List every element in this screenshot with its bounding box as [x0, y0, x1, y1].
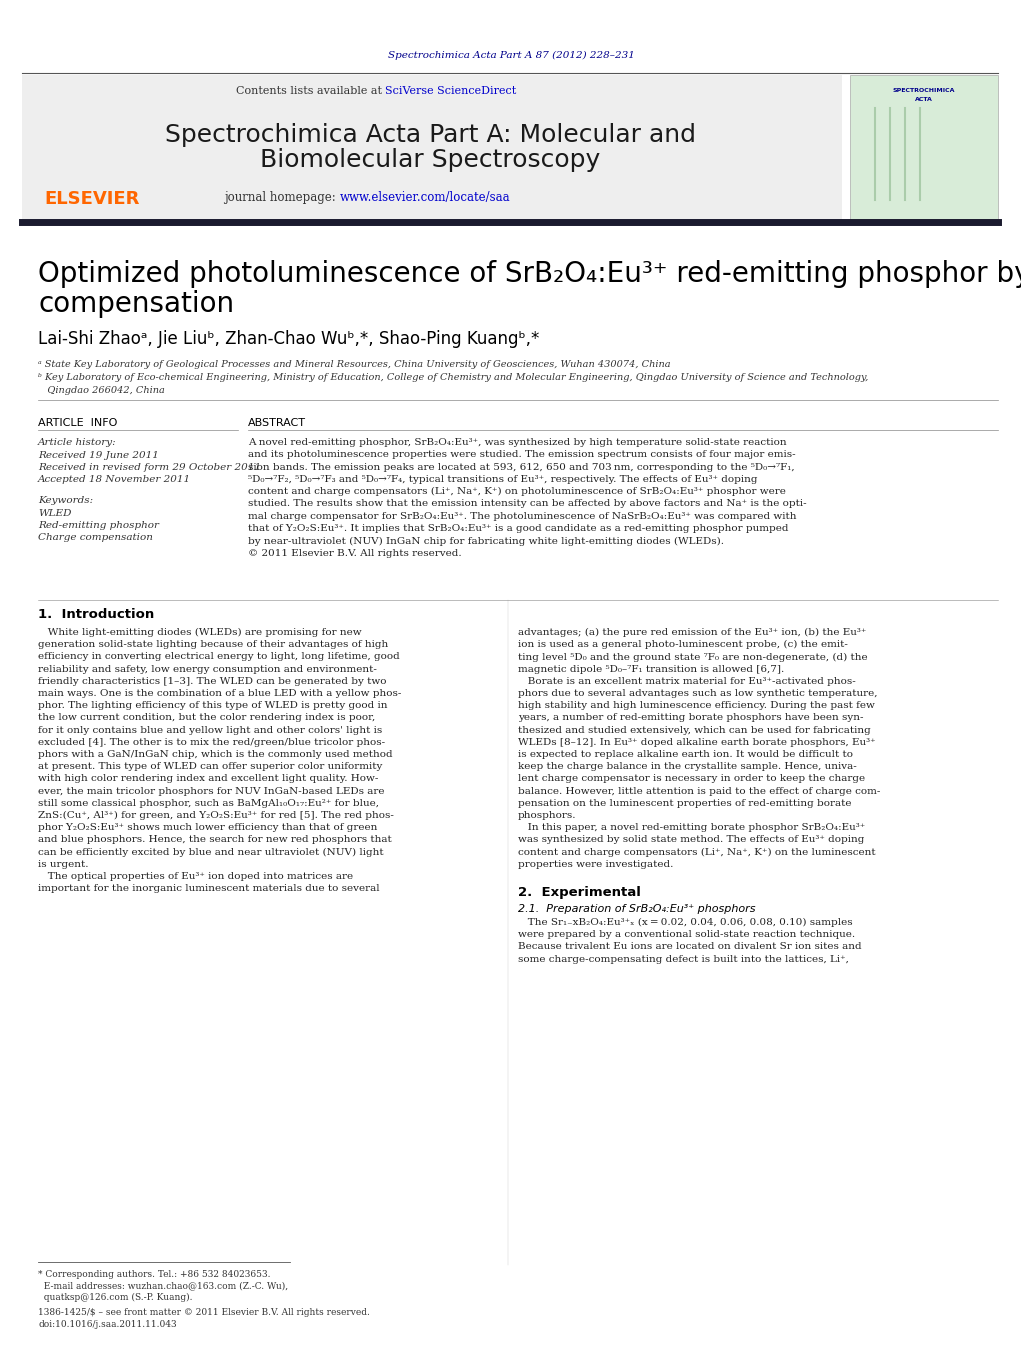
Text: that of Y₂O₂S:Eu³⁺. It implies that SrB₂O₄:Eu³⁺ is a good candidate as a red-emi: that of Y₂O₂S:Eu³⁺. It implies that SrB₂…: [248, 524, 788, 534]
Text: SciVerse ScienceDirect: SciVerse ScienceDirect: [385, 86, 517, 96]
Text: efficiency in converting electrical energy to light, long lifetime, good: efficiency in converting electrical ener…: [38, 653, 400, 662]
Text: and its photoluminescence properties were studied. The emission spectrum consist: and its photoluminescence properties wer…: [248, 450, 795, 459]
Text: ABSTRACT: ABSTRACT: [248, 417, 306, 428]
Text: pensation on the luminescent properties of red-emitting borate: pensation on the luminescent properties …: [518, 798, 852, 808]
Text: were prepared by a conventional solid-state reaction technique.: were prepared by a conventional solid-st…: [518, 931, 856, 939]
Text: excluded [4]. The other is to mix the red/green/blue tricolor phos-: excluded [4]. The other is to mix the re…: [38, 738, 385, 747]
Text: keep the charge balance in the crystallite sample. Hence, univa-: keep the charge balance in the crystalli…: [518, 762, 857, 771]
Text: ᵃ State Key Laboratory of Geological Processes and Mineral Resources, China Univ: ᵃ State Key Laboratory of Geological Pro…: [38, 359, 671, 369]
Text: ⁵D₀→⁷F₂, ⁵D₀→⁷F₃ and ⁵D₀→⁷F₄, typical transitions of Eu³⁺, respectively. The eff: ⁵D₀→⁷F₂, ⁵D₀→⁷F₃ and ⁵D₀→⁷F₄, typical tr…: [248, 476, 758, 484]
Text: content and charge compensators (Li⁺, Na⁺, K⁺) on the luminescent: content and charge compensators (Li⁺, Na…: [518, 847, 876, 857]
Text: sion bands. The emission peaks are located at 593, 612, 650 and 703 nm, correspo: sion bands. The emission peaks are locat…: [248, 462, 794, 471]
Text: Red-emitting phosphor: Red-emitting phosphor: [38, 521, 159, 530]
Text: WLED: WLED: [38, 509, 71, 517]
Text: is urgent.: is urgent.: [38, 859, 89, 869]
Text: quatksp@126.com (S.-P. Kuang).: quatksp@126.com (S.-P. Kuang).: [38, 1293, 193, 1302]
Text: White light-emitting diodes (WLEDs) are promising for new: White light-emitting diodes (WLEDs) are …: [38, 628, 361, 638]
Text: 2.1.  Preparation of SrB₂O₄:Eu³⁺ phosphors: 2.1. Preparation of SrB₂O₄:Eu³⁺ phosphor…: [518, 904, 756, 915]
Text: ion is used as a general photo-luminescent probe, (c) the emit-: ion is used as a general photo-luminesce…: [518, 640, 847, 650]
Text: main ways. One is the combination of a blue LED with a yellow phos-: main ways. One is the combination of a b…: [38, 689, 401, 698]
Text: Contents lists available at: Contents lists available at: [236, 86, 385, 96]
Text: Accepted 18 November 2011: Accepted 18 November 2011: [38, 476, 191, 484]
Text: The optical properties of Eu³⁺ ion doped into matrices are: The optical properties of Eu³⁺ ion doped…: [38, 871, 353, 881]
Text: years, a number of red-emitting borate phosphors have been syn-: years, a number of red-emitting borate p…: [518, 713, 864, 723]
Text: 1386-1425/$ – see front matter © 2011 Elsevier B.V. All rights reserved.: 1386-1425/$ – see front matter © 2011 El…: [38, 1308, 370, 1317]
Text: lent charge compensator is necessary in order to keep the charge: lent charge compensator is necessary in …: [518, 774, 865, 784]
Text: important for the inorganic luminescent materials due to several: important for the inorganic luminescent …: [38, 884, 380, 893]
Text: magnetic dipole ⁵D₀–⁷F₁ transition is allowed [6,7].: magnetic dipole ⁵D₀–⁷F₁ transition is al…: [518, 665, 784, 674]
Text: Charge compensation: Charge compensation: [38, 534, 153, 542]
Text: Spectrochimica Acta Part A 87 (2012) 228–231: Spectrochimica Acta Part A 87 (2012) 228…: [388, 50, 634, 59]
Text: ACTA: ACTA: [915, 97, 933, 101]
Text: for it only contains blue and yellow light and other colors' light is: for it only contains blue and yellow lig…: [38, 725, 382, 735]
Bar: [850, 76, 998, 220]
Text: In this paper, a novel red-emitting borate phosphor SrB₂O₄:Eu³⁺: In this paper, a novel red-emitting bora…: [518, 823, 865, 832]
Text: Keywords:: Keywords:: [38, 496, 93, 505]
Text: Article history:: Article history:: [38, 438, 116, 447]
Text: balance. However, little attention is paid to the effect of charge com-: balance. However, little attention is pa…: [518, 786, 880, 796]
Text: still some classical phosphor, such as BaMgAl₁₀O₁₇:Eu²⁺ for blue,: still some classical phosphor, such as B…: [38, 798, 379, 808]
Text: can be efficiently excited by blue and near ultraviolet (NUV) light: can be efficiently excited by blue and n…: [38, 847, 384, 857]
Text: ARTICLE  INFO: ARTICLE INFO: [38, 417, 117, 428]
Text: reliability and safety, low energy consumption and environment-: reliability and safety, low energy consu…: [38, 665, 377, 674]
Text: Because trivalent Eu ions are located on divalent Sr ion sites and: Because trivalent Eu ions are located on…: [518, 943, 862, 951]
Text: compensation: compensation: [38, 290, 234, 317]
Text: The Sr₁₋xB₂O₄:Eu³⁺ₓ (x = 0.02, 0.04, 0.06, 0.08, 0.10) samples: The Sr₁₋xB₂O₄:Eu³⁺ₓ (x = 0.02, 0.04, 0.0…: [518, 917, 853, 927]
Bar: [22, 76, 842, 220]
Text: ᵇ Key Laboratory of Eco-chemical Engineering, Ministry of Education, College of : ᵇ Key Laboratory of Eco-chemical Enginee…: [38, 373, 869, 382]
Text: E-mail addresses: wuzhan.chao@163.com (Z.-C. Wu),: E-mail addresses: wuzhan.chao@163.com (Z…: [38, 1282, 288, 1290]
Text: high stability and high luminescence efficiency. During the past few: high stability and high luminescence eff…: [518, 701, 875, 711]
Text: and blue phosphors. Hence, the search for new red phosphors that: and blue phosphors. Hence, the search fo…: [38, 835, 392, 844]
Text: advantages; (a) the pure red emission of the Eu³⁺ ion, (b) the Eu³⁺: advantages; (a) the pure red emission of…: [518, 628, 867, 638]
Text: friendly characteristics [1–3]. The WLED can be generated by two: friendly characteristics [1–3]. The WLED…: [38, 677, 387, 686]
Text: ZnS:(Cu⁺, Al³⁺) for green, and Y₂O₂S:Eu³⁺ for red [5]. The red phos-: ZnS:(Cu⁺, Al³⁺) for green, and Y₂O₂S:Eu³…: [38, 811, 394, 820]
Text: mal charge compensator for SrB₂O₄:Eu³⁺. The photoluminescence of NaSrB₂O₄:Eu³⁺ w: mal charge compensator for SrB₂O₄:Eu³⁺. …: [248, 512, 796, 520]
Text: Received 19 June 2011: Received 19 June 2011: [38, 451, 159, 459]
Text: SPECTROCHIMICA: SPECTROCHIMICA: [892, 88, 956, 93]
Text: phor. The lighting efficiency of this type of WLED is pretty good in: phor. The lighting efficiency of this ty…: [38, 701, 388, 711]
Text: phors due to several advantages such as low synthetic temperature,: phors due to several advantages such as …: [518, 689, 877, 698]
Text: A novel red-emitting phosphor, SrB₂O₄:Eu³⁺, was synthesized by high temperature : A novel red-emitting phosphor, SrB₂O₄:Eu…: [248, 438, 786, 447]
Text: journal homepage:: journal homepage:: [225, 190, 340, 204]
Text: Borate is an excellent matrix material for Eu³⁺-activated phos-: Borate is an excellent matrix material f…: [518, 677, 856, 686]
Text: Lai-Shi Zhaoᵃ, Jie Liuᵇ, Zhan-Chao Wuᵇ,*, Shao-Ping Kuangᵇ,*: Lai-Shi Zhaoᵃ, Jie Liuᵇ, Zhan-Chao Wuᵇ,*…: [38, 330, 539, 349]
Text: was synthesized by solid state method. The effects of Eu³⁺ doping: was synthesized by solid state method. T…: [518, 835, 865, 844]
Text: Spectrochimica Acta Part A: Molecular and: Spectrochimica Acta Part A: Molecular an…: [164, 123, 695, 147]
Text: is expected to replace alkaline earth ion. It would be difficult to: is expected to replace alkaline earth io…: [518, 750, 853, 759]
Text: ting level ⁵D₀ and the ground state ⁷F₀ are non-degenerate, (d) the: ting level ⁵D₀ and the ground state ⁷F₀ …: [518, 653, 868, 662]
Text: WLEDs [8–12]. In Eu³⁺ doped alkaline earth borate phosphors, Eu³⁺: WLEDs [8–12]. In Eu³⁺ doped alkaline ear…: [518, 738, 876, 747]
Text: 2.  Experimental: 2. Experimental: [518, 886, 641, 898]
Text: studied. The results show that the emission intensity can be affected by above f: studied. The results show that the emiss…: [248, 500, 807, 508]
Text: the low current condition, but the color rendering index is poor,: the low current condition, but the color…: [38, 713, 376, 723]
Text: with high color rendering index and excellent light quality. How-: with high color rendering index and exce…: [38, 774, 379, 784]
Text: Biomolecular Spectroscopy: Biomolecular Spectroscopy: [260, 149, 600, 172]
Text: www.elsevier.com/locate/saa: www.elsevier.com/locate/saa: [340, 190, 510, 204]
Text: thesized and studied extensively, which can be used for fabricating: thesized and studied extensively, which …: [518, 725, 871, 735]
Text: * Corresponding authors. Tel.: +86 532 84023653.: * Corresponding authors. Tel.: +86 532 8…: [38, 1270, 271, 1279]
Text: some charge-compensating defect is built into the lattices, Li⁺,: some charge-compensating defect is built…: [518, 955, 848, 963]
Text: ELSEVIER: ELSEVIER: [44, 190, 140, 208]
Text: Received in revised form 29 October 2011: Received in revised form 29 October 2011: [38, 463, 261, 471]
Text: doi:10.1016/j.saa.2011.11.043: doi:10.1016/j.saa.2011.11.043: [38, 1320, 177, 1329]
Text: ever, the main tricolor phosphors for NUV InGaN-based LEDs are: ever, the main tricolor phosphors for NU…: [38, 786, 385, 796]
Text: at present. This type of WLED can offer superior color uniformity: at present. This type of WLED can offer …: [38, 762, 383, 771]
Text: by near-ultraviolet (NUV) InGaN chip for fabricating white light-emitting diodes: by near-ultraviolet (NUV) InGaN chip for…: [248, 536, 724, 546]
Text: phors with a GaN/InGaN chip, which is the commonly used method: phors with a GaN/InGaN chip, which is th…: [38, 750, 393, 759]
Text: Qingdao 266042, China: Qingdao 266042, China: [38, 386, 164, 394]
Text: 1.  Introduction: 1. Introduction: [38, 608, 154, 621]
Text: phosphors.: phosphors.: [518, 811, 577, 820]
Text: Optimized photoluminescence of SrB₂O₄:Eu³⁺ red-emitting phosphor by charge: Optimized photoluminescence of SrB₂O₄:Eu…: [38, 259, 1021, 288]
Text: © 2011 Elsevier B.V. All rights reserved.: © 2011 Elsevier B.V. All rights reserved…: [248, 549, 461, 558]
Text: properties were investigated.: properties were investigated.: [518, 859, 674, 869]
Text: generation solid-state lighting because of their advantages of high: generation solid-state lighting because …: [38, 640, 388, 650]
Text: content and charge compensators (Li⁺, Na⁺, K⁺) on photoluminescence of SrB₂O₄:Eu: content and charge compensators (Li⁺, Na…: [248, 488, 786, 496]
Text: phor Y₂O₂S:Eu³⁺ shows much lower efficiency than that of green: phor Y₂O₂S:Eu³⁺ shows much lower efficie…: [38, 823, 378, 832]
